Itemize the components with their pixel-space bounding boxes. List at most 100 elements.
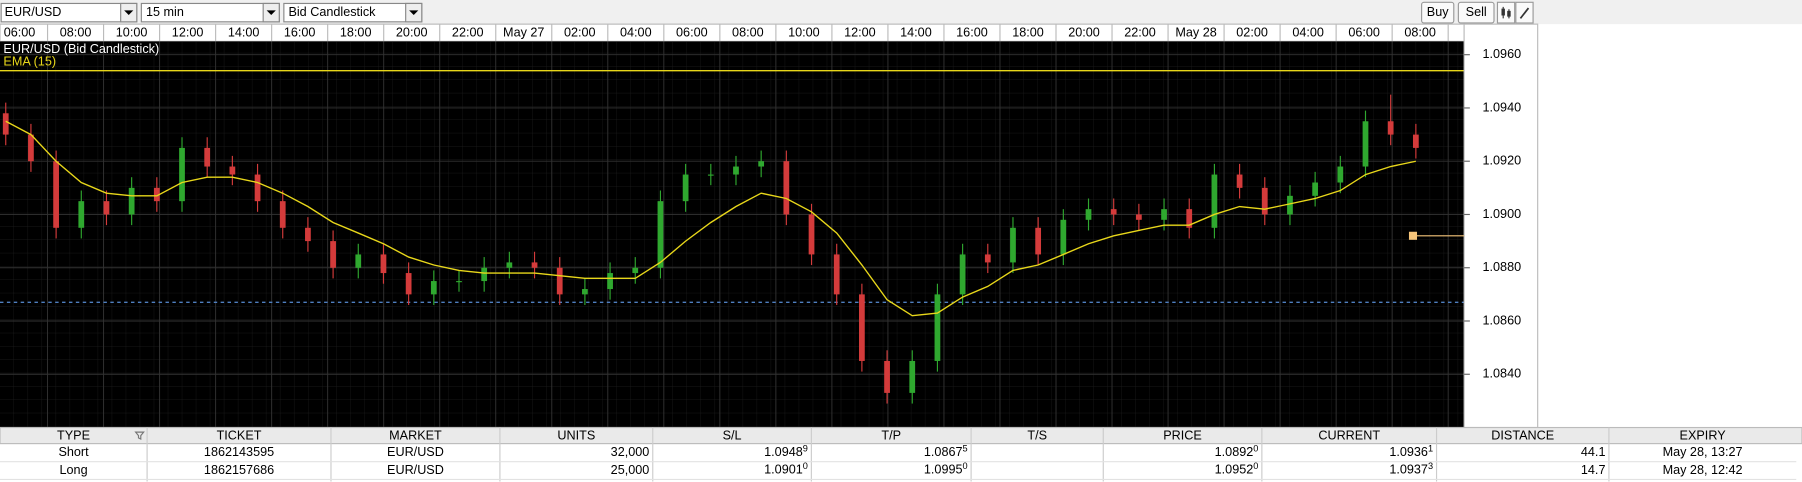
legend-entry: EMA (15) xyxy=(3,54,56,68)
candle-body xyxy=(1362,121,1369,167)
price-cell: 1.08920 xyxy=(1215,444,1259,459)
column-header: TICKET xyxy=(217,428,262,442)
interval-dropdown[interactable]: 15 min xyxy=(140,2,280,23)
style-dropdown[interactable]: Bid Candlestick xyxy=(283,2,423,23)
x-tick-label: 20:00 xyxy=(1068,26,1100,40)
candle-body xyxy=(153,187,160,202)
x-tick-label: 04:00 xyxy=(1292,26,1324,40)
candle-body xyxy=(1337,166,1344,183)
column-header: EXPIRY xyxy=(1680,428,1727,442)
candle-body xyxy=(833,254,840,295)
cell: EUR/USD xyxy=(387,463,444,477)
chart-style: Bid Candlestick xyxy=(288,5,376,19)
pipette: 0 xyxy=(1253,444,1258,454)
cell: 14.7 xyxy=(1581,463,1606,477)
price-main: 1.0937 xyxy=(1389,463,1428,477)
x-tick-label: 12:00 xyxy=(172,26,204,40)
x-tick-label: 18:00 xyxy=(340,26,372,40)
cell: EUR/USD xyxy=(387,445,444,459)
candle-body xyxy=(657,201,664,268)
chart-title: EUR/USD (Bid Candlestick) xyxy=(3,42,159,56)
price-cell: 1.09489 xyxy=(764,444,808,459)
candle-body xyxy=(456,281,462,283)
candle-body xyxy=(204,147,211,167)
candle-body xyxy=(884,360,890,393)
y-tick-label: 1.0940 xyxy=(1483,100,1522,114)
y-tick-label: 1.0860 xyxy=(1483,313,1522,327)
price-main: 1.0952 xyxy=(1215,463,1254,477)
candle-body xyxy=(1387,121,1394,135)
pipette: 1 xyxy=(1428,444,1433,454)
y-tick-label: 1.0880 xyxy=(1483,260,1522,274)
price-cell: 1.09361 xyxy=(1389,444,1433,459)
candle-body xyxy=(1060,219,1067,255)
candle-body xyxy=(1110,209,1117,215)
order-marker xyxy=(1408,231,1418,240)
pipette: 0 xyxy=(803,462,808,472)
table-header xyxy=(0,426,1802,445)
price-cell: 1.09950 xyxy=(924,462,968,477)
pipette: 0 xyxy=(963,462,968,472)
column-header: CURRENT xyxy=(1318,428,1380,442)
x-tick-label: 20:00 xyxy=(396,26,428,40)
x-tick-label: 08:00 xyxy=(60,26,92,40)
candle-body xyxy=(2,113,9,135)
candle-body xyxy=(53,161,59,228)
candle-body xyxy=(909,360,916,393)
candle-body xyxy=(808,214,815,255)
price-cell: 1.09373 xyxy=(1389,462,1433,477)
column-header: MARKET xyxy=(389,428,442,442)
candle-body xyxy=(430,281,437,295)
candle-body xyxy=(78,201,85,228)
candle-body xyxy=(1010,227,1016,263)
x-tick-label: 10:00 xyxy=(788,26,820,40)
draw-tool-button[interactable] xyxy=(1515,1,1534,24)
candle-body xyxy=(28,134,34,162)
candle-body xyxy=(733,166,739,175)
x-tick-label: 22:00 xyxy=(1124,26,1156,40)
buy-label: Buy xyxy=(1427,5,1449,19)
x-tick-label: 06:00 xyxy=(676,26,708,40)
x-tick-label: 22:00 xyxy=(452,26,484,40)
x-tick-label: 10:00 xyxy=(116,26,148,40)
x-tick-label: 02:00 xyxy=(1236,26,1268,40)
cell: 1862143595 xyxy=(204,445,274,459)
filter-icon[interactable] xyxy=(134,431,145,440)
candle-body xyxy=(859,294,865,361)
candle-body xyxy=(279,201,286,228)
minor-grid xyxy=(0,41,1465,428)
candle-body xyxy=(128,187,135,215)
candle-body xyxy=(305,227,311,242)
column-header: PRICE xyxy=(1163,428,1202,442)
candle-body xyxy=(1412,134,1419,148)
price-main: 1.0867 xyxy=(924,445,963,459)
candle-body xyxy=(1236,174,1243,188)
candle-body xyxy=(103,201,110,215)
pipette: 0 xyxy=(1253,462,1258,472)
x-tick-label: 14:00 xyxy=(228,26,260,40)
cell: 1862157686 xyxy=(204,463,274,477)
candle-tool-button[interactable] xyxy=(1496,1,1516,24)
candle-body xyxy=(380,254,387,274)
column-header: DISTANCE xyxy=(1491,428,1554,442)
price-cell: 1.08675 xyxy=(924,444,968,459)
x-tick-label: 08:00 xyxy=(1404,26,1436,40)
buy-button[interactable]: Buy xyxy=(1421,1,1455,24)
price-axis xyxy=(1463,23,1539,429)
cell: 44.1 xyxy=(1581,445,1606,459)
candle-body xyxy=(607,273,613,290)
candle-body xyxy=(531,262,538,268)
symbol-dropdown[interactable]: EUR/USD xyxy=(0,2,138,23)
x-tick-label: 06:00 xyxy=(1348,26,1380,40)
price-main: 1.0948 xyxy=(764,445,803,459)
candle-body xyxy=(179,147,185,202)
candle-body xyxy=(632,267,639,274)
symbol: EUR/USD xyxy=(5,5,62,19)
cell: 32,000 xyxy=(611,445,650,459)
candle-body xyxy=(1085,209,1092,220)
x-tick-label: 14:00 xyxy=(900,26,932,40)
candle-body xyxy=(707,174,714,176)
column-header: T/S xyxy=(1027,428,1047,442)
candle-body xyxy=(783,161,790,215)
sell-button[interactable]: Sell xyxy=(1457,1,1495,24)
